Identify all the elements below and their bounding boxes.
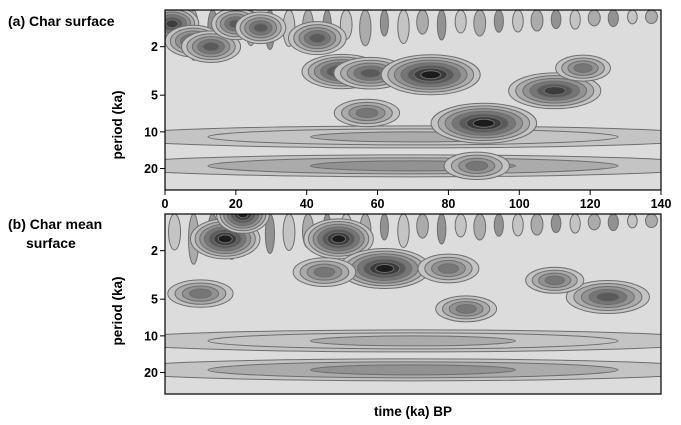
panel-a-streak-10 [359,10,372,47]
panel-b-streak-13 [416,214,429,239]
panel-b-y-tick-label-1: 5 [151,293,158,307]
panel-b-peak-9-ring-3 [455,303,477,314]
panel-a-x-tick-label-6: 120 [580,197,601,211]
panel-a-streak-15 [454,10,467,34]
panel-a-x-tick-label-0: 0 [162,197,169,211]
panel-a-streak-25 [644,10,658,25]
panel-b-streak-23 [607,214,619,232]
panel-b-title-line-2: surface [26,235,76,251]
panel-b-streak-19 [530,214,544,236]
panel-a-y-tick-label-2: 10 [144,125,158,139]
panel-a-peak-7-ring-4 [360,68,381,78]
panel-b: (b) Char mean surface period (ka) 2 5 10 20… [8,213,662,419]
panel-b-streak-24 [627,214,638,229]
panel-a-peak-11-ring-3 [355,107,379,119]
panel-a-title: (a) Char surface [8,13,115,29]
panel-a-x-tick-label-3: 60 [371,197,385,211]
panel-b-peak-4-ring-3 [313,266,336,278]
panel-b-streak-25 [644,214,658,229]
panel-b-streak-15 [454,214,467,238]
panel-a-streak-12 [397,10,410,45]
panel-a-power-field [165,10,661,190]
panel-a-streak-21 [569,10,581,30]
panel-b-streak-14 [436,214,447,245]
panel-a-peak-0-ring-5 [165,19,179,29]
panel-a-streak-20 [550,10,562,30]
panel-a-x-tick-label-2: 40 [300,197,314,211]
panel-b-title-part-2: surface [26,235,76,251]
panel-a-streak-14 [436,10,447,41]
panel-b-streak-17 [493,214,504,237]
panel-a-peak-4-ring-4 [253,22,269,33]
panel-a-y-ticks: 2 5 10 20 [144,40,165,176]
panel-a-x-tick-label-7: 140 [651,197,672,211]
panel-a-streak-13 [416,10,429,35]
panel-b-y-tick-label-0: 2 [151,244,158,258]
panel-a-streak-16 [473,10,487,37]
panel-b-streak-16 [473,214,487,241]
panel-b-peak-6-ring-3 [189,288,212,299]
panel-b-band-0-ring-2 [309,335,517,347]
panel-b-streak-18 [512,214,524,237]
x-axis-label: time (ka) BP [374,404,452,419]
panel-b-streak-0 [168,214,182,251]
panel-b-band-1-ring-2 [309,364,517,376]
panel-b-y-ticks: 2 5 10 20 [144,244,165,380]
panel-b-y-tick-label-3: 20 [144,366,158,380]
panel-a-x-tick-label-5: 100 [509,197,530,211]
panel-a-frame [164,9,662,191]
panel-b-peak-0-ring-6 [217,234,233,244]
panel-b-streak-5 [264,214,275,255]
panel-a-y-tick-label-0: 2 [151,40,158,54]
panel-b-peak-3-ring-6 [375,263,395,273]
panel-a-y-tick-label-3: 20 [144,162,158,176]
panel-b-y-axis-label: period (ka) [110,276,125,345]
panel-a-peak-2-ring-4 [202,41,220,52]
panel-a-streak-11 [379,10,389,37]
panel-a-x-tick-label-4: 80 [441,197,455,211]
panel-a-y-tick-label-1: 5 [151,89,158,103]
panel-a: (a) Char surface period (ka) 2 5 10 20 0 20 4… [8,9,672,211]
panel-b-frame [164,213,662,395]
panel-a-streak-18 [512,10,524,33]
panel-a-streak-19 [530,10,544,32]
panel-a-peak-10-ring-5 [543,86,566,96]
panel-a-peak-8-ring-6 [420,70,442,80]
panel-b-streak-21 [569,214,581,234]
panel-b-streak-6 [282,214,296,251]
panel-a-peak-9-ring-6 [472,118,495,128]
panel-b-title-part-1: (b) Char mean [8,216,102,232]
panel-b-peak-5-ring-3 [437,263,460,274]
panel-b-y-tick-label-2: 10 [144,329,158,343]
panel-a-streak-23 [607,10,619,28]
panel-a-peak-12-ring-3 [465,160,489,171]
panel-a-x-tick-label-1: 20 [229,197,243,211]
panel-b-streak-20 [550,214,562,234]
panel-a-streak-17 [493,10,504,33]
panel-b-peak-8-ring-3 [544,275,565,286]
panel-a-streak-22 [587,10,601,27]
panel-b-streak-22 [587,214,601,231]
panel-a-x-ticks: 0 20 40 60 80 100 120 140 [162,190,672,211]
panel-b-streak-11 [379,214,389,241]
panel-b-peak-1-ring-6 [237,214,249,219]
panel-b-power-field [165,214,661,394]
panel-b-title-line-1: (b) Char mean [8,216,102,232]
panel-a-streak-24 [627,10,638,25]
panel-a-peak-13-ring-3 [573,63,593,73]
panel-b-peak-7-ring-4 [596,292,620,303]
panel-a-peak-5-ring-4 [308,33,326,44]
panel-b-streak-12 [397,214,410,249]
panel-a-y-axis-label: period (ka) [110,90,125,159]
panel-b-peak-2-ring-6 [331,234,347,244]
